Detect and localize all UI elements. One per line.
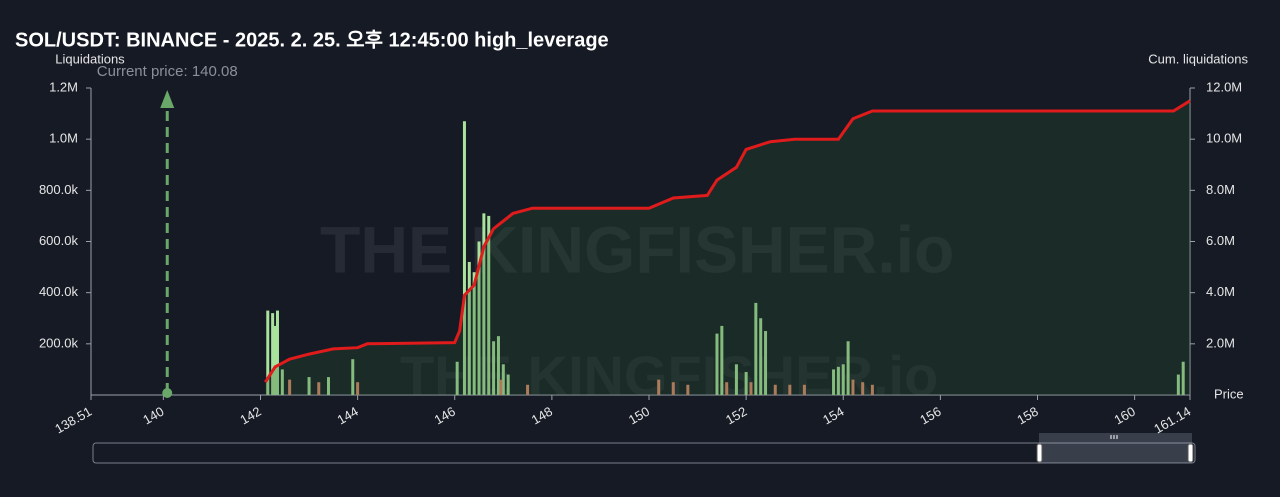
y-tick-label: 800.0k (39, 182, 79, 197)
bar (356, 382, 360, 395)
slider-grip (1110, 435, 1118, 439)
bar (1176, 374, 1180, 395)
bar (482, 213, 486, 395)
bar (1181, 361, 1185, 395)
bar (832, 369, 836, 395)
bar (841, 364, 845, 395)
bar (686, 384, 690, 395)
bar (526, 384, 530, 395)
bar (501, 364, 505, 395)
bar (749, 382, 753, 395)
bar (273, 325, 277, 395)
bar (472, 272, 476, 395)
y2-tick-label: 8.0M (1206, 182, 1235, 197)
bar (275, 310, 279, 395)
current-price-dot (162, 388, 173, 398)
y-tick-label: 600.0k (39, 233, 79, 248)
range-slider[interactable] (92, 433, 1196, 464)
bar (764, 331, 768, 395)
bar (720, 325, 724, 395)
y2-tick-label: 6.0M (1206, 233, 1235, 248)
current-price-arrowhead (160, 90, 175, 108)
bar (462, 121, 466, 395)
y2-tick-label: 2.0M (1206, 335, 1235, 350)
chart-title: SOL/USDT: BINANCE - 2025. 2. 25. 오후 12:4… (15, 28, 609, 51)
bar (467, 261, 471, 395)
cumulative-area (265, 100, 1190, 396)
y-axis-label: Liquidations (55, 51, 125, 66)
watermark: THE KINGFISHER.io (320, 212, 954, 286)
bar (715, 333, 719, 395)
cumulative-line (264, 99, 1191, 384)
bar (744, 371, 748, 395)
bar (870, 384, 874, 395)
bar (477, 241, 481, 395)
bar (759, 318, 763, 395)
bar (725, 382, 729, 395)
y2-axis-label: Cum. liquidations (1148, 51, 1248, 66)
slider-handle[interactable] (1036, 443, 1043, 463)
bar (734, 364, 738, 395)
bar (773, 384, 777, 395)
y-tick-label: 200.0k (39, 335, 79, 350)
slider-window[interactable] (1039, 433, 1192, 463)
bar (351, 359, 355, 395)
bar (851, 379, 855, 395)
annotation: Current price: 140.08 (97, 63, 238, 80)
y2-tick-label: 4.0M (1206, 284, 1235, 299)
y-tick-label: 1.0M (49, 131, 78, 146)
slider-track (92, 442, 1196, 464)
bar (487, 215, 491, 395)
bar (802, 384, 806, 395)
bar (492, 341, 496, 395)
bar (754, 302, 758, 395)
bar (326, 377, 330, 395)
y2-tick-label: 10.0M (1206, 131, 1242, 146)
bar (506, 374, 510, 395)
bar (317, 382, 321, 395)
y2-tick-label: 12.0M (1206, 79, 1242, 94)
bar (455, 361, 459, 395)
bar (496, 336, 500, 395)
bar (307, 377, 311, 395)
x-axis-label: Price (1214, 386, 1244, 401)
bar (671, 382, 675, 395)
bar (788, 384, 792, 395)
bar (861, 382, 865, 395)
bar (266, 310, 270, 395)
slider-handle[interactable] (1187, 443, 1194, 463)
y-tick-label: 1.2M (49, 79, 78, 94)
bar (288, 379, 292, 395)
bar (657, 379, 661, 395)
y-tick-label: 400.0k (39, 284, 79, 299)
bar (846, 341, 850, 395)
bar (271, 313, 275, 395)
bar (836, 366, 840, 395)
bar (280, 369, 284, 395)
bar (499, 379, 503, 395)
